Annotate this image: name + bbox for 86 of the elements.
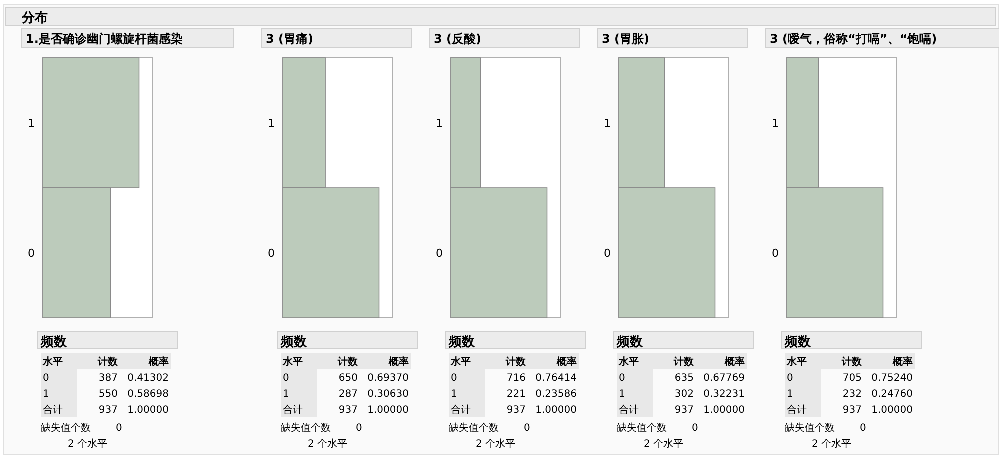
- text: 650: [338, 373, 358, 384]
- text: 1.00000: [872, 405, 913, 416]
- text: 分布: [21, 11, 48, 26]
- text: 计数: [97, 356, 119, 368]
- text: 1.00000: [368, 405, 409, 416]
- text: 1.00000: [704, 405, 745, 416]
- text: 0: [43, 373, 50, 384]
- category-label: 1: [787, 389, 794, 400]
- category-label: 0: [116, 423, 122, 434]
- text: 2 个水平: [308, 438, 348, 450]
- text: 0.75240: [872, 373, 913, 384]
- text: 缺失值个数: [449, 422, 499, 434]
- text: 635: [674, 373, 694, 384]
- text: 合计: [787, 404, 807, 416]
- text: 缺失值个数: [617, 422, 667, 434]
- text: 937: [506, 405, 526, 416]
- category-label: 0: [524, 423, 530, 434]
- text: 937: [674, 405, 694, 416]
- text: 频数: [448, 335, 476, 350]
- text: 缺失值个数: [785, 422, 835, 434]
- chart-title: 3 (反酸): [434, 32, 482, 46]
- text: 550: [98, 389, 118, 400]
- text: 0.67769: [704, 373, 745, 384]
- text: 频数: [616, 335, 644, 350]
- text: 水平: [786, 356, 807, 368]
- text: 水平: [618, 356, 639, 368]
- text: 0: [787, 373, 794, 384]
- text: 2 个水平: [476, 438, 516, 450]
- chart-title: 3 (嗳气，俗称“打嗝”、“饱嗝): [770, 32, 938, 46]
- text: 232: [842, 389, 862, 400]
- text: 0: [356, 423, 362, 434]
- text: 计数: [337, 356, 359, 368]
- text: 概率: [892, 356, 913, 368]
- text: 水平: [282, 356, 303, 368]
- text: 221: [506, 389, 526, 400]
- category-label: 0: [860, 423, 866, 434]
- text: 0.58698: [128, 389, 169, 400]
- chart-title: 3 (胃胀): [602, 32, 650, 46]
- text: 0.76414: [536, 373, 577, 384]
- text: 概率: [556, 356, 577, 368]
- text: 0.23586: [536, 389, 577, 400]
- text: 0: [451, 373, 458, 384]
- text: 合计: [43, 404, 63, 416]
- text: 705: [842, 373, 862, 384]
- text: 302: [674, 389, 694, 400]
- text: 水平: [450, 356, 471, 368]
- text: 2 个水平: [68, 438, 108, 450]
- category-label: 1: [619, 389, 626, 400]
- chart-title: 3 (胃痛): [266, 32, 314, 46]
- text: 937: [842, 405, 862, 416]
- text: 合计: [283, 404, 303, 416]
- text: 计数: [505, 356, 527, 368]
- text: 287: [338, 389, 358, 400]
- text: 2 个水平: [812, 438, 852, 450]
- text: 计数: [673, 356, 695, 368]
- text: 水平: [42, 356, 63, 368]
- text: 0: [283, 373, 290, 384]
- text: 1.00000: [536, 405, 577, 416]
- category-label: 1: [451, 389, 458, 400]
- text: 计数: [841, 356, 863, 368]
- text: 合计: [451, 404, 471, 416]
- text: 387: [98, 373, 118, 384]
- text: 2 个水平: [644, 438, 684, 450]
- text: 1.00000: [128, 405, 169, 416]
- text: 0.41302: [128, 373, 169, 384]
- text: 0.30630: [368, 389, 409, 400]
- text: 缺失值个数: [41, 422, 91, 434]
- category-label: 1: [283, 389, 290, 400]
- text: 缺失值个数: [281, 422, 331, 434]
- text: 频数: [40, 335, 68, 350]
- category-label: 0: [692, 423, 698, 434]
- text: 合计: [619, 404, 639, 416]
- text: 0.32231: [704, 389, 745, 400]
- text: 概率: [724, 356, 745, 368]
- text: 频数: [280, 335, 308, 350]
- text: 概率: [148, 356, 169, 368]
- text: 0: [619, 373, 626, 384]
- text: 0.69370: [368, 373, 409, 384]
- category-label: 1: [43, 389, 50, 400]
- text: 937: [98, 405, 118, 416]
- chart-title: 1.是否确诊幽门螺旋杆菌感染: [26, 32, 183, 46]
- text: 0.24760: [872, 389, 913, 400]
- text: 频数: [784, 335, 812, 350]
- text: 概率: [388, 356, 409, 368]
- text: 937: [338, 405, 358, 416]
- text: 716: [506, 373, 526, 384]
